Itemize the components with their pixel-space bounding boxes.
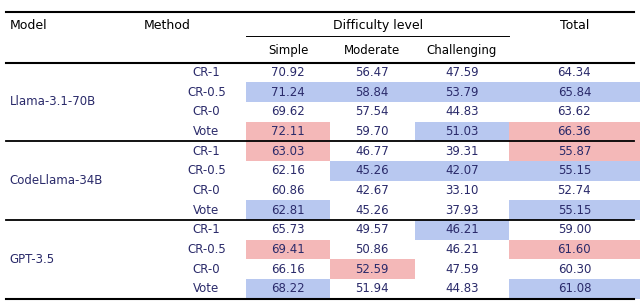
Text: 55.87: 55.87 xyxy=(557,145,591,158)
Text: CR-0.5: CR-0.5 xyxy=(187,86,226,99)
Bar xyxy=(415,220,509,240)
Text: 66.16: 66.16 xyxy=(271,263,305,276)
Text: 47.59: 47.59 xyxy=(445,263,479,276)
Text: 42.67: 42.67 xyxy=(355,184,389,197)
Text: 33.10: 33.10 xyxy=(445,184,479,197)
Text: 44.83: 44.83 xyxy=(445,282,479,295)
Text: Vote: Vote xyxy=(193,204,220,217)
Text: 51.94: 51.94 xyxy=(355,282,389,295)
Text: CR-0: CR-0 xyxy=(193,105,220,118)
Text: 53.79: 53.79 xyxy=(445,86,479,99)
Text: 65.73: 65.73 xyxy=(271,223,305,236)
Bar xyxy=(415,82,509,102)
Text: 59.70: 59.70 xyxy=(355,125,389,138)
Text: CR-1: CR-1 xyxy=(193,66,220,79)
Text: 51.03: 51.03 xyxy=(445,125,479,138)
Text: 46.77: 46.77 xyxy=(355,145,389,158)
Text: 61.08: 61.08 xyxy=(557,282,591,295)
Bar xyxy=(415,161,509,180)
Text: Difficulty level: Difficulty level xyxy=(333,19,422,32)
Text: 70.92: 70.92 xyxy=(271,66,305,79)
Text: 63.03: 63.03 xyxy=(271,145,305,158)
Text: 39.31: 39.31 xyxy=(445,145,479,158)
Text: Moderate: Moderate xyxy=(344,44,400,58)
Text: 46.21: 46.21 xyxy=(445,223,479,236)
Text: 45.26: 45.26 xyxy=(355,204,389,217)
Text: Model: Model xyxy=(10,19,47,32)
Bar xyxy=(246,240,330,259)
Text: 65.84: 65.84 xyxy=(557,86,591,99)
Text: 64.34: 64.34 xyxy=(557,66,591,79)
Text: Vote: Vote xyxy=(193,282,220,295)
Bar xyxy=(509,240,640,259)
Text: Method: Method xyxy=(144,19,191,32)
Text: CR-0: CR-0 xyxy=(193,263,220,276)
Text: 61.60: 61.60 xyxy=(557,243,591,256)
Text: 55.15: 55.15 xyxy=(557,204,591,217)
Text: 69.41: 69.41 xyxy=(271,243,305,256)
Bar xyxy=(246,141,330,161)
Text: 62.16: 62.16 xyxy=(271,164,305,177)
Text: Llama-3.1-70B: Llama-3.1-70B xyxy=(10,95,96,108)
Text: 49.57: 49.57 xyxy=(355,223,389,236)
Text: 63.62: 63.62 xyxy=(557,105,591,118)
Text: 56.47: 56.47 xyxy=(355,66,389,79)
Text: 68.22: 68.22 xyxy=(271,282,305,295)
Bar xyxy=(246,82,330,102)
Text: Vote: Vote xyxy=(193,125,220,138)
Text: 47.59: 47.59 xyxy=(445,66,479,79)
Text: 42.07: 42.07 xyxy=(445,164,479,177)
Text: 55.15: 55.15 xyxy=(557,164,591,177)
Text: GPT-3.5: GPT-3.5 xyxy=(10,253,55,266)
Text: CR-1: CR-1 xyxy=(193,223,220,236)
Text: CR-1: CR-1 xyxy=(193,145,220,158)
Bar xyxy=(246,200,330,220)
Text: 44.83: 44.83 xyxy=(445,105,479,118)
Text: 52.74: 52.74 xyxy=(557,184,591,197)
Text: 59.00: 59.00 xyxy=(557,223,591,236)
Bar xyxy=(509,122,640,141)
Text: 69.62: 69.62 xyxy=(271,105,305,118)
Text: 52.59: 52.59 xyxy=(355,263,389,276)
Text: Simple: Simple xyxy=(268,44,308,58)
Text: CR-0: CR-0 xyxy=(193,184,220,197)
Text: 72.11: 72.11 xyxy=(271,125,305,138)
Bar xyxy=(330,259,415,279)
Text: 45.26: 45.26 xyxy=(355,164,389,177)
Bar xyxy=(509,200,640,220)
Bar xyxy=(509,161,640,180)
Text: CR-0.5: CR-0.5 xyxy=(187,164,226,177)
Text: 62.81: 62.81 xyxy=(271,204,305,217)
Bar xyxy=(330,82,415,102)
Text: 66.36: 66.36 xyxy=(557,125,591,138)
Text: 46.21: 46.21 xyxy=(445,243,479,256)
Text: 71.24: 71.24 xyxy=(271,86,305,99)
Text: CodeLlama-34B: CodeLlama-34B xyxy=(10,174,103,187)
Text: 60.30: 60.30 xyxy=(557,263,591,276)
Text: 57.54: 57.54 xyxy=(355,105,389,118)
Bar xyxy=(415,122,509,141)
Bar xyxy=(509,279,640,299)
Bar xyxy=(246,279,330,299)
Bar xyxy=(330,161,415,180)
Text: CR-0.5: CR-0.5 xyxy=(187,243,226,256)
Bar xyxy=(509,141,640,161)
Bar xyxy=(246,122,330,141)
Bar xyxy=(509,82,640,102)
Text: Challenging: Challenging xyxy=(427,44,497,58)
Text: 37.93: 37.93 xyxy=(445,204,479,217)
Text: Total: Total xyxy=(560,19,589,32)
Text: 50.86: 50.86 xyxy=(355,243,389,256)
Text: 58.84: 58.84 xyxy=(355,86,389,99)
Text: 60.86: 60.86 xyxy=(271,184,305,197)
